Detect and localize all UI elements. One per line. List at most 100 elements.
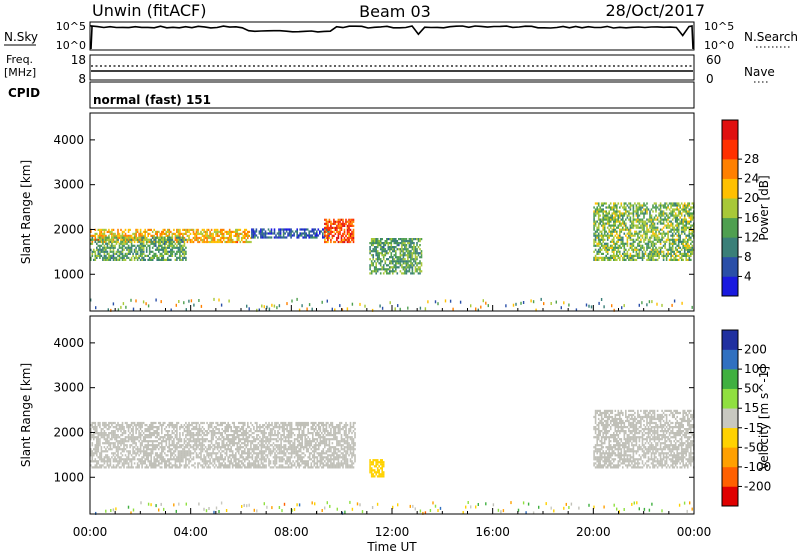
scatter-cell [668, 244, 671, 247]
scatter-cell [200, 430, 202, 433]
scatter-cell [260, 454, 263, 457]
scatter-cell [643, 232, 645, 235]
scatter-cell [153, 456, 155, 459]
scatter-cell [151, 240, 154, 243]
scatter-cell [120, 456, 122, 459]
scatter-cell [231, 421, 234, 425]
scatter-cell [647, 220, 650, 223]
scatter-cell [655, 210, 657, 213]
scatter-cell [162, 446, 165, 449]
scatter-cell [185, 246, 187, 249]
scatter-cell [284, 228, 286, 231]
scatter-cell [259, 436, 261, 439]
scatter-cell [405, 248, 408, 251]
scatter-cell [605, 212, 607, 215]
scatter-cell [640, 224, 642, 227]
scatter-cell [144, 244, 146, 247]
scatter-cell [670, 256, 672, 259]
scatter-cell [646, 242, 648, 245]
scatter-cell [407, 270, 409, 273]
scatter-cell [247, 432, 249, 435]
scatter-cell [173, 228, 175, 231]
scatter-cell [123, 442, 125, 445]
scatter-cell [210, 424, 213, 427]
scatter-cell [629, 224, 632, 227]
scatter-cell [631, 222, 633, 225]
scatter-cell [201, 442, 204, 445]
scatter-cell [168, 444, 171, 447]
scatter-cell [145, 230, 148, 233]
scatter-cell [420, 254, 423, 257]
scatter-cell [215, 442, 217, 445]
noise-cell [485, 301, 487, 305]
scatter-cell [389, 270, 391, 273]
scatter-cell [272, 426, 275, 429]
scatter-cell [225, 434, 228, 437]
scatter-cell [121, 424, 124, 427]
scatter-cell [112, 258, 115, 261]
scatter-cell [392, 238, 394, 241]
scatter-cell [613, 228, 615, 231]
scatter-cell [135, 436, 137, 439]
scatter-cell [141, 238, 143, 241]
scatter-cell [203, 466, 205, 469]
scatter-cell [129, 258, 131, 261]
scatter-cell [671, 226, 674, 229]
scatter-cell [673, 208, 675, 211]
scatter-cell [613, 250, 615, 253]
scatter-cell [203, 428, 205, 431]
scatter-cell [183, 446, 186, 449]
scatter-cell [313, 236, 315, 239]
scatter-cell [632, 254, 635, 257]
scatter-cell [230, 448, 232, 451]
scatter-cell [97, 238, 100, 242]
scatter-cell [613, 204, 615, 207]
scatter-cell [154, 458, 157, 461]
scatter-cell [271, 450, 273, 453]
noise-cell [276, 306, 278, 310]
scatter-cell [613, 216, 615, 219]
scatter-cell [370, 272, 373, 275]
scatter-cell [299, 232, 301, 235]
scatter-cell [311, 234, 314, 237]
scatter-cell [336, 230, 338, 233]
scatter-cell [629, 212, 632, 215]
scatter-cell [278, 236, 280, 239]
scatter-cell [179, 232, 181, 235]
scatter-cell [260, 228, 262, 231]
scatter-cell [600, 220, 603, 223]
scatter-cell [600, 248, 603, 251]
scatter-cell [386, 238, 388, 241]
scatter-cell [384, 270, 387, 273]
scatter-cell [167, 460, 169, 463]
scatter-cell [135, 428, 137, 431]
scatter-cell [94, 250, 97, 253]
scatter-cell [183, 440, 186, 443]
scatter-cell [677, 218, 680, 221]
scatter-cell [112, 256, 115, 259]
scatter-cell [254, 444, 257, 447]
scatter-cell [216, 424, 219, 427]
scatter-cell [215, 458, 217, 461]
scatter-cell [238, 464, 240, 467]
scatter-cell [316, 232, 318, 235]
scatter-cell [658, 204, 660, 207]
scatter-cell [99, 240, 101, 243]
scatter-cell [331, 222, 334, 225]
scatter-cell [673, 230, 675, 233]
scatter-cell [156, 236, 158, 239]
scatter-cell [647, 230, 650, 233]
scatter-cell [387, 242, 390, 245]
scatter-cell [132, 421, 134, 425]
scatter-cell [145, 250, 148, 253]
scatter-cell [111, 246, 113, 249]
noise-cell [263, 305, 265, 309]
scatter-cell [682, 222, 684, 225]
scatter-cell [602, 238, 604, 241]
scatter-cell [200, 238, 202, 242]
scatter-cell [337, 218, 340, 221]
scatter-cell [159, 240, 162, 243]
scatter-cell [674, 220, 677, 223]
scatter-cell [405, 262, 408, 265]
scatter-cell [111, 421, 113, 425]
